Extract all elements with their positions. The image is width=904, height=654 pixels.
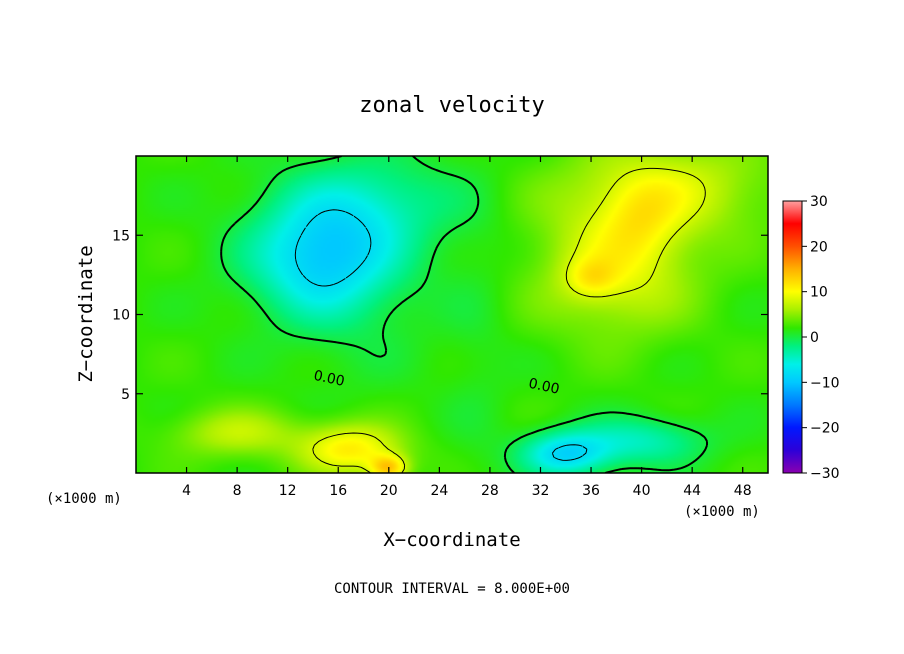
contour-labels: 0.00 0.00 <box>312 368 561 398</box>
x-tick-label: 16 <box>329 483 347 499</box>
contour-level-0 <box>220 156 708 473</box>
chart-title: zonal velocity <box>359 93 544 118</box>
x-unit-left: (×1000 m) <box>46 491 122 507</box>
x-tick-label: 28 <box>481 483 499 499</box>
plot-area: 0.00 0.00 <box>135 155 769 474</box>
colorbar-tick-label: −20 <box>810 421 840 437</box>
colorbar-tick-label: 30 <box>810 194 828 210</box>
colorbar: 30 20 10 0 −10 −20 −30 <box>782 194 840 482</box>
y-tick-label: 5 <box>121 387 130 403</box>
heatmap-field <box>136 156 768 473</box>
x-tick-label: 40 <box>633 483 651 499</box>
x-tick-label: 4 <box>182 483 191 499</box>
x-tick-label: 36 <box>582 483 600 499</box>
y-axis-label: Z−coordinate <box>75 245 97 382</box>
contour-label: 0.00 <box>527 376 561 398</box>
contour-label: 0.00 <box>312 368 346 390</box>
y-tick-label: 10 <box>112 308 130 324</box>
contour-interval-note: CONTOUR INTERVAL = 8.000E+00 <box>334 581 570 597</box>
contour-level-8 <box>312 167 706 473</box>
x-tick-label: 48 <box>734 483 752 499</box>
y-tick-label: 15 <box>112 228 130 244</box>
y-axis: 5 10 15 <box>112 228 768 403</box>
x-tick-label: 8 <box>233 483 242 499</box>
contour-lines <box>220 156 708 473</box>
contour-level--8 <box>294 209 588 461</box>
colorbar-tick-label: −30 <box>810 466 840 482</box>
colorbar-gradient <box>782 200 803 474</box>
x-tick-label: 12 <box>279 483 297 499</box>
x-tick-label: 32 <box>532 483 550 499</box>
x-axis-label: X−coordinate <box>383 529 520 551</box>
colorbar-ticks: 30 20 10 0 −10 −20 −30 <box>802 194 840 482</box>
colorbar-tick-label: 0 <box>810 330 819 346</box>
colorbar-tick-label: 10 <box>810 285 828 301</box>
x-unit-right: (×1000 m) <box>684 504 760 520</box>
x-tick-label: 20 <box>380 483 398 499</box>
x-tick-label: 24 <box>430 483 448 499</box>
colorbar-tick-label: 20 <box>810 239 828 255</box>
colorbar-tick-label: −10 <box>810 375 840 391</box>
x-axis: 4 8 12 16 20 24 28 32 36 40 44 48 <box>182 156 752 499</box>
x-tick-label: 44 <box>683 483 701 499</box>
